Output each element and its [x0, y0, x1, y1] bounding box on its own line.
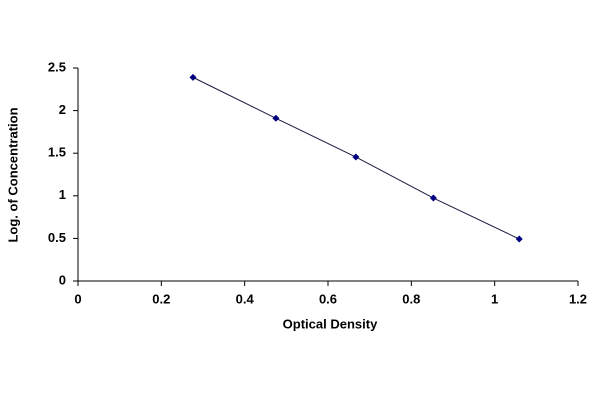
y-tick-label: 1 [59, 187, 66, 202]
x-tick-label: 0.6 [319, 291, 337, 306]
x-tick-label: 0.2 [152, 291, 170, 306]
x-tick-label: 0.4 [236, 291, 255, 306]
y-tick-label: 0.5 [48, 230, 66, 245]
x-tick-label: 1 [491, 291, 498, 306]
y-axis-label: Log. of Concentration [5, 107, 20, 242]
x-tick-label: 0.8 [402, 291, 420, 306]
data-point [352, 153, 360, 161]
data-point [189, 73, 197, 81]
y-tick-label: 1.5 [48, 145, 66, 160]
y-tick-label: 2 [59, 102, 66, 117]
x-tick-label: 0 [74, 291, 81, 306]
data-point [272, 114, 280, 122]
y-tick-label: 0 [59, 272, 66, 287]
y-tick-label: 2.5 [48, 59, 66, 74]
x-axis-label: Optical Density [283, 316, 378, 331]
data-point [429, 194, 437, 202]
x-tick-label: 1.2 [569, 291, 587, 306]
data-point [515, 235, 523, 243]
